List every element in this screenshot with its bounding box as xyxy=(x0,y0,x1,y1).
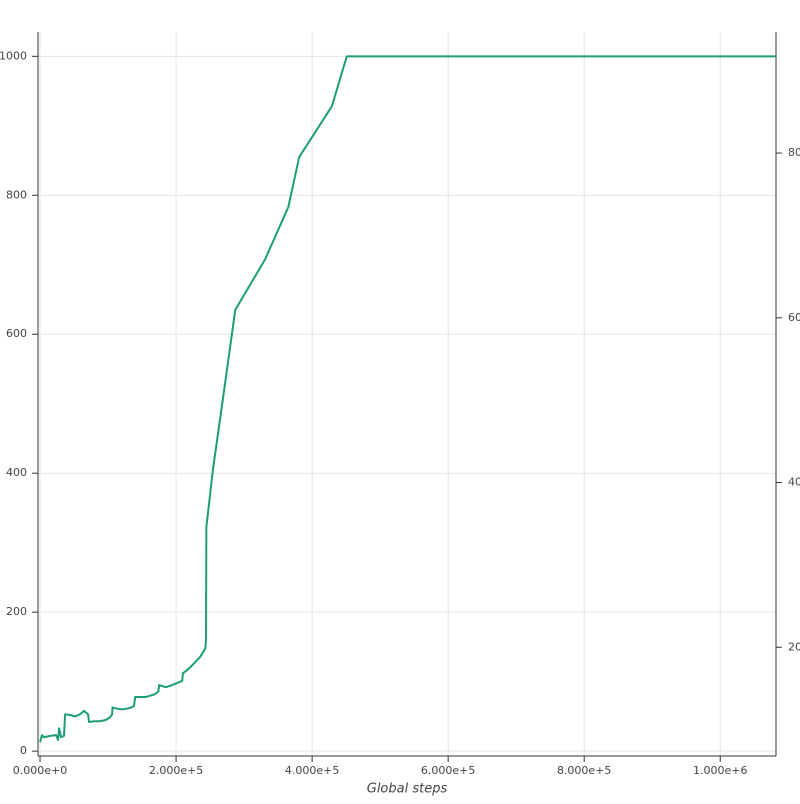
x-tick-label: 0.000e+0 xyxy=(13,764,67,777)
y-tick-label: 400 xyxy=(6,466,27,479)
y-tick-label: 0 xyxy=(20,744,27,757)
data-line xyxy=(39,55,776,743)
y-tick-label: 800 xyxy=(6,188,27,201)
y-tick-label: 600 xyxy=(6,327,27,340)
x-tick-label: 1.000e+6 xyxy=(693,764,747,777)
y2-tick-label: 80 xyxy=(788,146,800,159)
y2-tick-label: 60 xyxy=(788,311,800,324)
x-tick-label: 6.000e+5 xyxy=(421,764,475,777)
x-axis-label: Global steps xyxy=(367,782,448,797)
y-tick-label: 200 xyxy=(6,605,27,618)
y2-tick-label: 40 xyxy=(788,476,800,489)
x-tick-label: 8.000e+5 xyxy=(557,764,611,777)
y-tick-label: 1000 xyxy=(0,49,27,62)
x-tick-label: 4.000e+5 xyxy=(285,764,339,777)
y2-tick-label: 20 xyxy=(788,640,800,653)
x-tick-label: 2.000e+5 xyxy=(149,764,203,777)
